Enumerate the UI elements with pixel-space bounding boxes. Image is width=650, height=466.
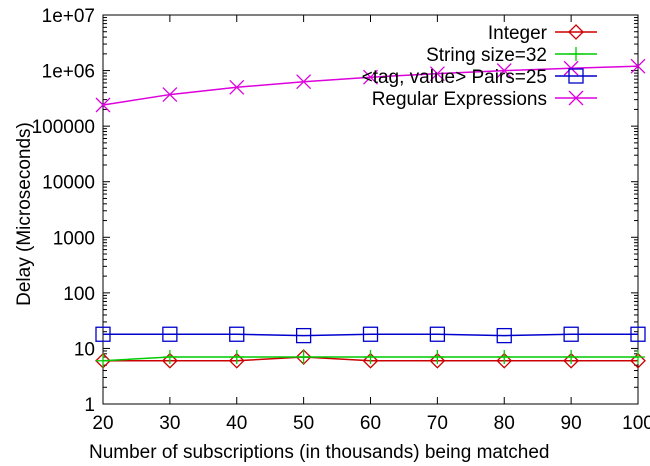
y-tick-label: 1e+07: [42, 6, 95, 27]
x-marker: [568, 90, 584, 106]
x-marker: [229, 79, 245, 95]
series-layer: [95, 58, 646, 369]
square-marker: [630, 326, 646, 342]
legend-entry: Regular Expressions: [372, 89, 597, 110]
x-marker: [296, 74, 312, 90]
x-tick-label: 60: [360, 413, 381, 434]
square-marker: [295, 327, 312, 344]
plus-marker: [564, 350, 579, 365]
square-marker: [229, 326, 245, 342]
diamond-marker: [429, 352, 446, 369]
diamond-marker: [563, 352, 580, 369]
x-tick-label: 40: [226, 413, 247, 434]
x-tick-label: 80: [494, 413, 515, 434]
diamond-marker: [630, 352, 646, 369]
square-marker: [496, 327, 512, 344]
x-marker: [429, 66, 445, 82]
x-tick-label: 90: [561, 413, 582, 434]
x-tick-label: 50: [293, 413, 314, 434]
x-marker: [563, 60, 579, 76]
plus-marker: [430, 350, 445, 365]
plus-marker: [631, 350, 645, 365]
x-marker: [496, 63, 512, 79]
axes: 20 30 40 50 60 70 80 90 100110100100010000100000…: [32, 6, 650, 434]
x-marker: [162, 87, 178, 103]
x-tick-label: 100: [622, 413, 650, 434]
y-tick-label: 1000: [53, 228, 95, 249]
square-marker: [429, 326, 446, 342]
y-tick-label: 10: [74, 339, 95, 360]
x-marker: [630, 58, 646, 74]
series-x: [95, 58, 646, 113]
plus-marker: [162, 350, 177, 365]
legend-label: Regular Expressions: [372, 89, 547, 110]
plus-marker: [569, 47, 583, 61]
y-axis-label: Delay (Microseconds): [14, 122, 35, 306]
x-tick-label: 30: [159, 413, 180, 434]
x-tick-label: 70: [427, 413, 448, 434]
legend-entry: String size=32: [426, 45, 597, 66]
square-marker: [162, 326, 178, 342]
legend-label: <tag, value> Pairs=25: [362, 67, 547, 88]
square-marker: [563, 326, 579, 342]
series-plus: [96, 350, 645, 368]
y-tick-label: 100: [63, 284, 95, 305]
legend-label: Integer: [488, 23, 548, 44]
x-tick-label: 20: [92, 413, 113, 434]
y-tick-label: 1e+06: [42, 62, 95, 83]
plus-marker: [296, 350, 311, 365]
square-marker: [95, 326, 111, 342]
diamond-marker: [496, 352, 513, 369]
y-tick-label: 10000: [42, 173, 95, 194]
plus-marker: [96, 353, 110, 368]
diamond-marker: [362, 352, 379, 369]
x-marker: [95, 97, 111, 113]
square-marker: [568, 68, 584, 84]
plus-marker: [497, 350, 512, 365]
legend-label: String size=32: [426, 45, 547, 66]
diamond-marker: [568, 24, 584, 40]
legend-entry: Integer: [488, 23, 597, 44]
diamond-marker: [228, 352, 245, 369]
plus-marker: [363, 350, 378, 365]
y-tick-label: 100000: [32, 117, 95, 138]
x-axis-label: Number of subscriptions (in thousands) b…: [89, 442, 549, 463]
y-tick-label: 1: [84, 395, 95, 416]
series-line: [103, 333, 638, 337]
plus-marker: [229, 350, 244, 365]
x-marker: [363, 69, 378, 85]
square-marker: [362, 326, 379, 342]
legend-entry: <tag, value> Pairs=25: [362, 67, 597, 88]
series-square: [95, 326, 646, 344]
diamond-marker: [161, 352, 178, 369]
